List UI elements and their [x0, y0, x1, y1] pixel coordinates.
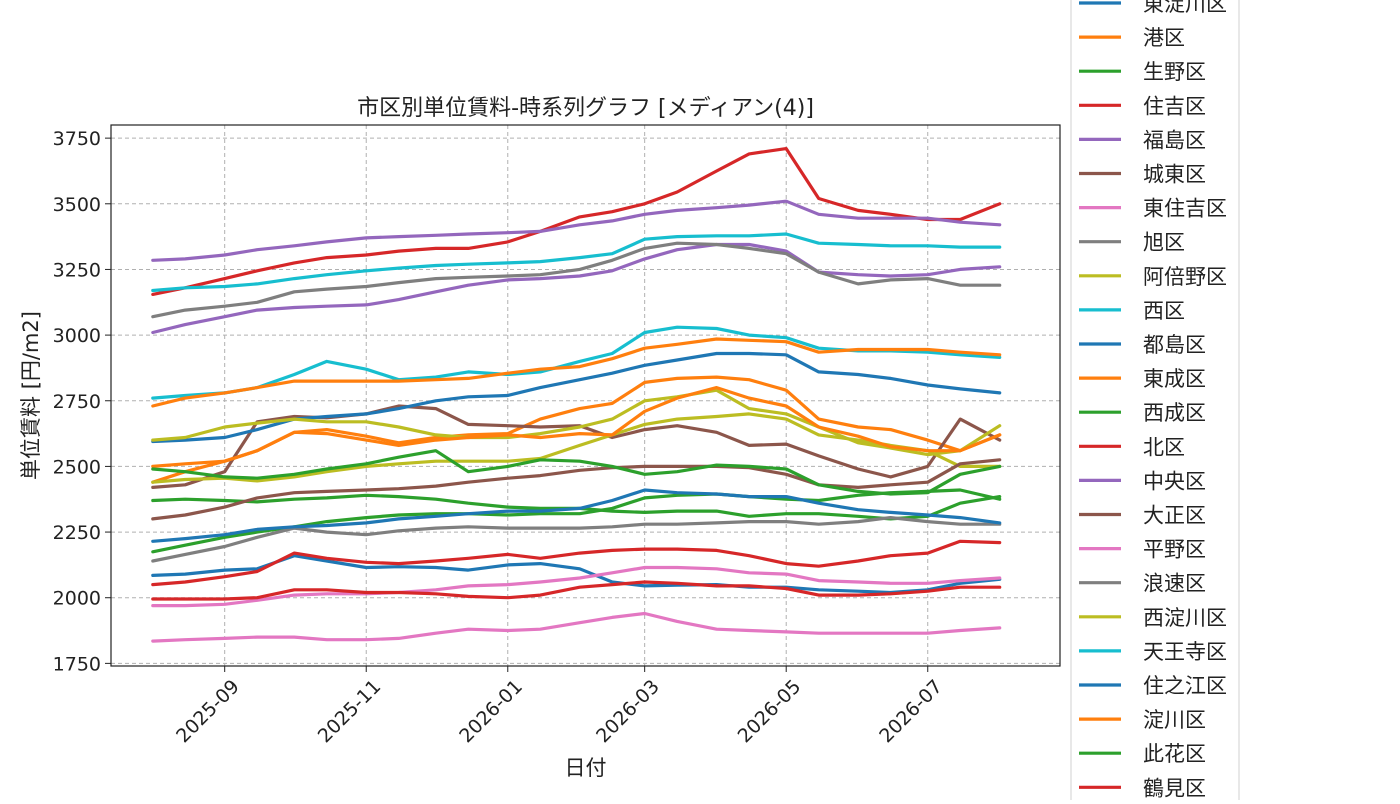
chart-title: 市区別単位賃料-時系列グラフ [メディアン(4)]	[357, 96, 814, 121]
y-axis-label: 単位賃料 [円/m2]	[19, 311, 43, 480]
legend: 東淀川区港区生野区住吉区福島区城東区東住吉区旭区阿倍野区西区都島区東成区西成区北…	[1070, 0, 1240, 804]
legend-entry: 中央区	[1079, 469, 1206, 493]
legend-label: 生野区	[1143, 60, 1206, 84]
legend-label: 都島区	[1143, 333, 1206, 357]
legend-entry: 住之江区	[1079, 674, 1227, 698]
series-line	[151, 611, 1002, 643]
legend-entry: 阿倍野区	[1079, 265, 1227, 289]
series-line	[151, 325, 1002, 400]
x-tick-label: 2026-01	[455, 676, 527, 748]
legend-label: 鶴見区	[1143, 776, 1206, 800]
series-line	[151, 147, 1002, 296]
legend-entry: 東成区	[1079, 367, 1206, 391]
legend-entry: 淀川区	[1079, 708, 1206, 732]
legend-label: 北区	[1143, 435, 1185, 459]
legend-label: 阿倍野区	[1143, 265, 1227, 289]
legend-entry: 天王寺区	[1079, 640, 1227, 664]
y-tick-label: 2750	[53, 391, 101, 413]
legend-entry: 平野区	[1079, 538, 1206, 562]
series-line	[151, 386, 1002, 468]
legend-label: 住之江区	[1143, 674, 1227, 698]
series-line	[151, 580, 1002, 601]
legend-label: 大正区	[1143, 504, 1206, 528]
y-tick-label: 3000	[53, 325, 101, 347]
legend-label: 港区	[1143, 26, 1185, 50]
x-tick-label: 2026-07	[875, 676, 947, 748]
legend-label: 城東区	[1143, 163, 1206, 187]
series-line	[151, 539, 1002, 587]
legend-label: 福島区	[1143, 128, 1206, 152]
legend-label: 住吉区	[1143, 94, 1206, 118]
series-line	[151, 232, 1002, 293]
series-line	[151, 388, 1002, 457]
legend-label: 浪速区	[1143, 572, 1206, 596]
legend-entry: 鶴見区	[1079, 776, 1206, 800]
legend-entry: 西成区	[1079, 401, 1206, 425]
y-tick-label: 3250	[53, 259, 101, 281]
y-axis-ticks: 1750 2000 2250 2500 2750 3000 3250 3500 3750	[53, 128, 111, 675]
series-line	[151, 449, 1002, 496]
legend-entry: 城東区	[1079, 163, 1206, 187]
legend-entry: 東淀川区	[1079, 0, 1227, 16]
x-tick-label: 2025-09	[172, 676, 244, 748]
legend-label: 東成区	[1143, 367, 1206, 391]
legend-entry: 東住吉区	[1079, 197, 1227, 221]
x-tick-label: 2026-05	[734, 676, 806, 748]
legend-entry: 生野区	[1079, 60, 1206, 84]
legend-label: 中央区	[1143, 469, 1206, 493]
legend-label: 此花区	[1143, 742, 1206, 766]
legend-label: 西成区	[1143, 401, 1206, 425]
legend-entry: 北区	[1079, 435, 1185, 459]
legend-entry: 大正区	[1079, 504, 1206, 528]
y-tick-label: 2500	[53, 456, 101, 478]
legend-label: 東淀川区	[1143, 0, 1227, 16]
legend-label: 西淀川区	[1143, 606, 1227, 630]
y-tick-label: 2000	[53, 588, 101, 610]
y-tick-label: 1750	[53, 653, 101, 675]
series-line	[151, 242, 1002, 335]
x-axis-label: 日付	[565, 756, 607, 780]
series-line	[151, 337, 1002, 408]
legend-entry: 西淀川区	[1079, 606, 1227, 630]
legend-entry: 旭区	[1079, 231, 1185, 255]
series-line	[151, 412, 1002, 484]
y-tick-label: 3500	[53, 194, 101, 216]
series-line	[151, 199, 1002, 262]
legend-label: 平野区	[1143, 538, 1206, 562]
series-line	[151, 241, 1002, 319]
x-tick-label: 2026-03	[592, 676, 664, 748]
y-tick-label: 2250	[53, 522, 101, 544]
legend-entry: 此花区	[1079, 742, 1206, 766]
legend-entry: 港区	[1079, 26, 1185, 50]
plot-area-frame	[110, 124, 1061, 667]
x-tick-label: 2025-11	[314, 676, 386, 748]
legend-entry: 都島区	[1079, 333, 1206, 357]
series-line	[151, 565, 1002, 608]
legend-entry: 浪速区	[1079, 572, 1206, 596]
legend-label: 旭区	[1143, 231, 1185, 255]
y-tick-label: 3750	[53, 128, 101, 150]
series-line	[151, 488, 1002, 543]
legend-label: 西区	[1143, 299, 1185, 323]
series-lines	[151, 147, 1002, 643]
legend-label: 東住吉区	[1143, 197, 1227, 221]
legend-entry: 西区	[1079, 299, 1185, 323]
legend-entry: 住吉区	[1079, 94, 1206, 118]
legend-label: 淀川区	[1143, 708, 1206, 732]
series-line	[151, 458, 1002, 521]
x-axis-ticks: 2025-09 2025-11 2026-01 2026-03 2026-05 2026-…	[172, 666, 947, 747]
legend-entry: 福島区	[1079, 128, 1206, 152]
series-line	[151, 554, 1002, 595]
legend-frame	[1070, 0, 1240, 804]
legend-label: 天王寺区	[1143, 640, 1227, 664]
